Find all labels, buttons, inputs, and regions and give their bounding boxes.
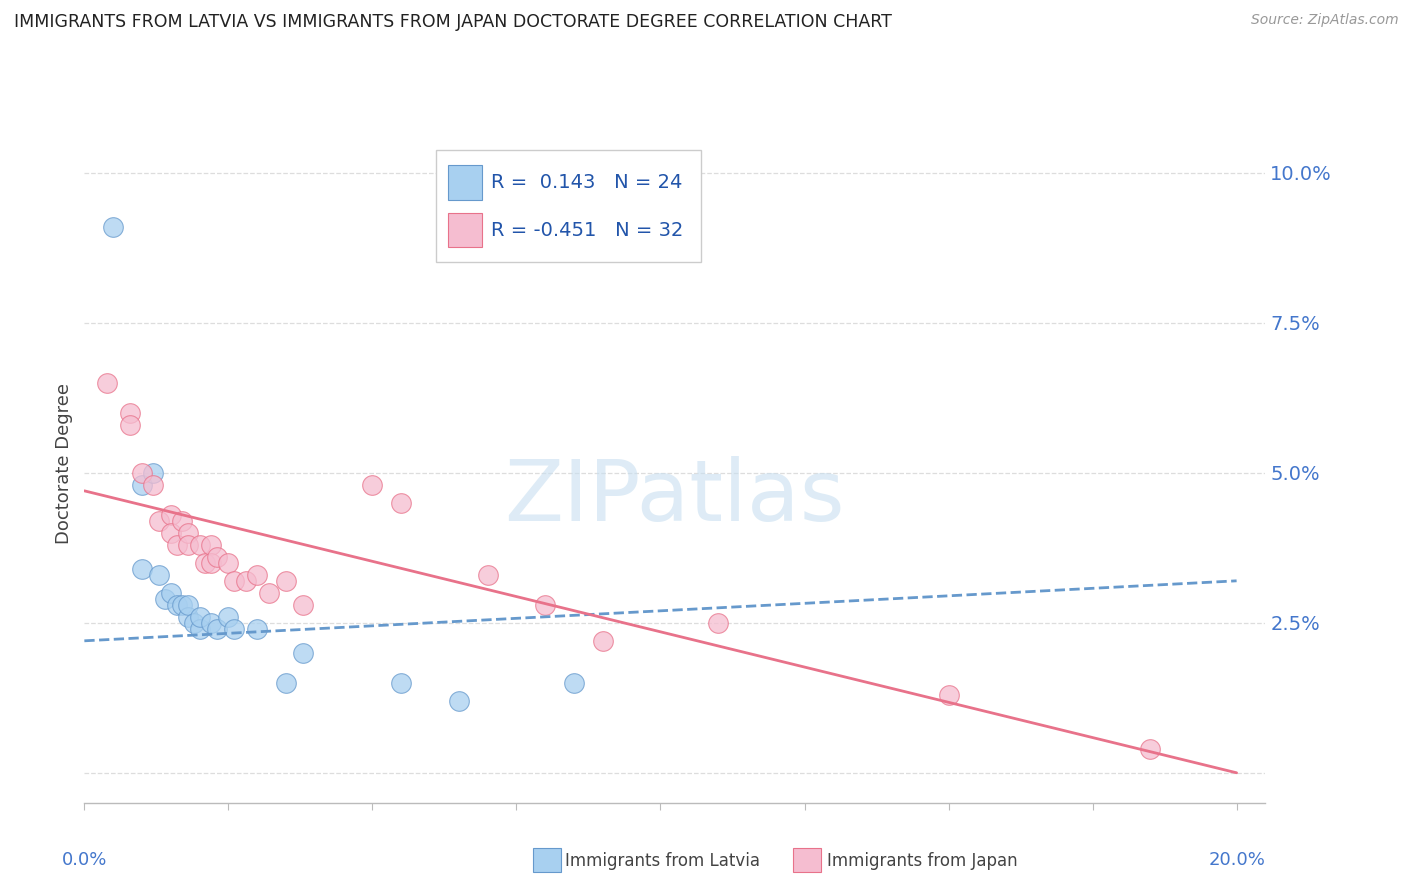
Point xyxy=(177,610,200,624)
Point xyxy=(938,688,960,702)
Text: Immigrants from Japan: Immigrants from Japan xyxy=(827,852,1018,870)
Point xyxy=(142,466,165,480)
Point xyxy=(1139,741,1161,756)
Point xyxy=(159,586,181,600)
Point xyxy=(477,567,499,582)
Point xyxy=(120,406,142,420)
Point xyxy=(205,549,228,564)
Point xyxy=(534,598,557,612)
Point xyxy=(200,538,222,552)
Point xyxy=(292,646,315,660)
Point xyxy=(142,478,165,492)
Point xyxy=(200,556,222,570)
Text: 0.0%: 0.0% xyxy=(62,851,107,869)
Point xyxy=(274,574,297,588)
Point xyxy=(177,538,200,552)
Point xyxy=(131,562,153,576)
Point xyxy=(217,556,239,570)
Point xyxy=(389,675,412,690)
Point xyxy=(246,622,269,636)
Point xyxy=(361,478,384,492)
Point xyxy=(274,675,297,690)
Text: R =  0.143   N = 24: R = 0.143 N = 24 xyxy=(491,173,682,192)
Point xyxy=(188,538,211,552)
Point xyxy=(592,633,614,648)
Point xyxy=(707,615,730,630)
Text: ZIPatlas: ZIPatlas xyxy=(505,456,845,540)
Point xyxy=(131,478,153,492)
Point xyxy=(224,622,246,636)
Point xyxy=(172,514,194,528)
Point xyxy=(159,525,181,540)
Point xyxy=(166,538,188,552)
Point xyxy=(224,574,246,588)
Point xyxy=(183,615,205,630)
Text: Source: ZipAtlas.com: Source: ZipAtlas.com xyxy=(1251,13,1399,28)
Text: IMMIGRANTS FROM LATVIA VS IMMIGRANTS FROM JAPAN DOCTORATE DEGREE CORRELATION CHA: IMMIGRANTS FROM LATVIA VS IMMIGRANTS FRO… xyxy=(14,13,891,31)
Point xyxy=(188,622,211,636)
Point xyxy=(194,556,217,570)
Point xyxy=(200,615,222,630)
Point xyxy=(177,525,200,540)
Point xyxy=(172,598,194,612)
Point xyxy=(188,610,211,624)
Text: 20.0%: 20.0% xyxy=(1208,851,1265,869)
Text: Immigrants from Latvia: Immigrants from Latvia xyxy=(565,852,761,870)
Point xyxy=(562,675,585,690)
Point xyxy=(101,219,124,234)
Point xyxy=(235,574,257,588)
Point xyxy=(217,610,239,624)
Point xyxy=(120,417,142,432)
Point xyxy=(177,598,200,612)
Point xyxy=(148,514,170,528)
Point xyxy=(389,496,412,510)
Point xyxy=(205,622,228,636)
Point xyxy=(292,598,315,612)
Point xyxy=(447,694,470,708)
Y-axis label: Doctorate Degree: Doctorate Degree xyxy=(55,384,73,544)
Point xyxy=(148,567,170,582)
Point xyxy=(257,586,280,600)
Point xyxy=(131,466,153,480)
Point xyxy=(153,591,176,606)
Point xyxy=(246,567,269,582)
Text: R = -0.451   N = 32: R = -0.451 N = 32 xyxy=(491,220,683,240)
Point xyxy=(166,598,188,612)
Point xyxy=(159,508,181,522)
Point xyxy=(96,376,118,390)
